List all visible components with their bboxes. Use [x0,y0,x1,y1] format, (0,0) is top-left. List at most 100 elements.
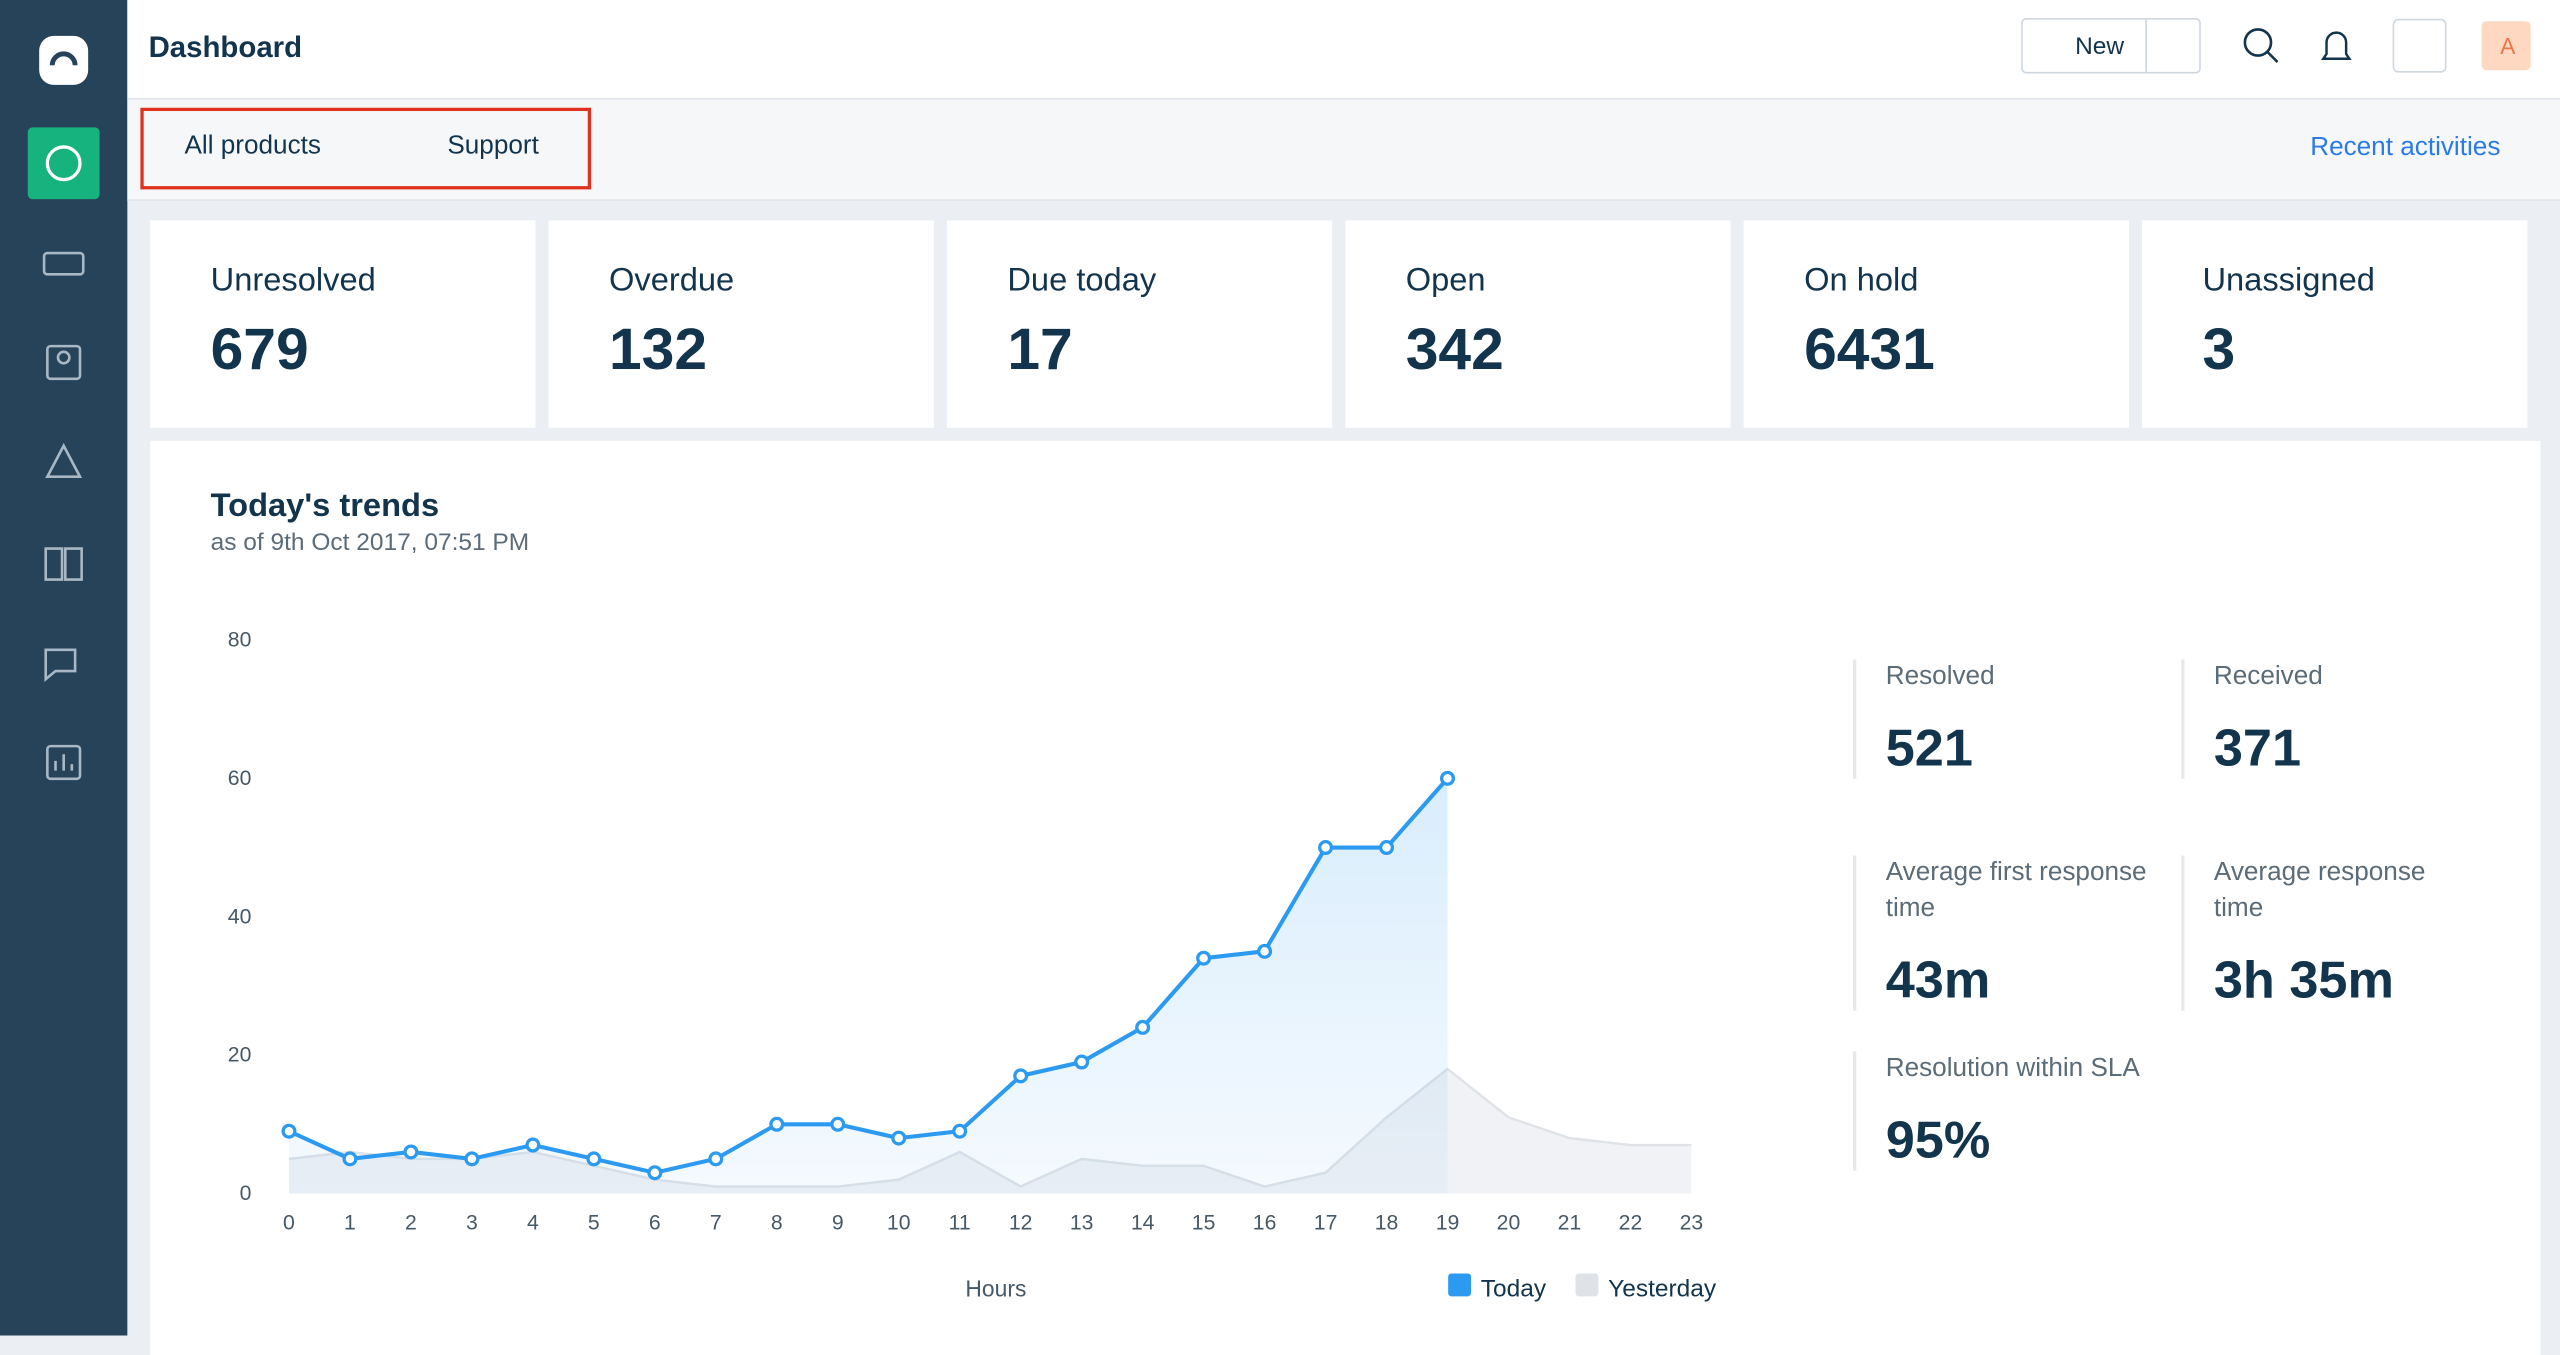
nav-reports[interactable] [46,744,82,781]
stat-label: Unresolved [210,262,376,299]
recent-activities-link[interactable]: Recent activities [2310,133,2501,162]
page-title: Dashboard [148,31,303,64]
data-point [708,1151,724,1167]
x-tick-label: 21 [1558,1211,1582,1234]
metric-value: 521 [1885,718,1973,778]
metric-value: 3h 35m [2213,950,2394,1009]
x-tick-label: 16 [1253,1211,1277,1234]
stat-value: 679 [210,315,309,383]
stat-card[interactable]: Unassigned 3 [2142,220,2528,428]
x-tick-label: 5 [588,1211,600,1234]
new-button[interactable]: New [2021,17,2201,74]
header-icons [2243,18,2531,73]
x-tick-label: 11 [949,1211,971,1234]
data-point [403,1144,419,1160]
data-point [464,1151,480,1167]
metric: Resolved 521 [1853,659,2147,779]
metric-label: Average first response time [1885,858,2147,923]
product-filter[interactable]: All products [184,132,321,160]
x-tick-label: 3 [466,1211,478,1234]
data-point [891,1130,907,1146]
data-point [1440,770,1456,786]
legend-label: Yesterday [1608,1275,1717,1302]
notifications-icon[interactable] [2320,31,2352,60]
data-point [281,1123,297,1139]
x-tick-label: 18 [1375,1211,1399,1234]
data-point [1135,1019,1151,1035]
data-point [769,1116,785,1132]
x-tick-label: 9 [832,1211,844,1234]
metric-value: 95% [1885,1110,1991,1169]
stat-card[interactable]: Due today 17 [946,220,1333,428]
stat-card[interactable]: Unresolved 679 [150,220,536,428]
x-tick-label: 4 [527,1211,539,1234]
stat-value: 342 [1405,315,1504,383]
data-point [1379,840,1395,856]
data-point [647,1165,663,1181]
data-point [1013,1068,1029,1084]
metric-value: 43m [1885,950,1991,1009]
legend-swatch [1448,1273,1472,1297]
x-tick-label: 17 [1314,1211,1338,1234]
stat-value: 6431 [1804,315,1935,383]
stat-label: Unassigned [2202,262,2375,299]
stat-card[interactable]: Overdue 132 [548,220,934,428]
stat-card[interactable]: Open 342 [1345,220,1731,428]
data-point [342,1151,358,1167]
search-icon[interactable] [2243,28,2273,57]
new-label: New [2075,32,2125,61]
x-tick-label: 15 [1192,1211,1216,1234]
x-tick-label: 12 [1009,1211,1033,1234]
x-tick-label: 6 [649,1211,661,1234]
sidebar-icons [27,35,100,781]
data-point [1074,1054,1090,1070]
avatar-letter: A [2500,32,2516,59]
x-tick-label: 22 [1619,1211,1643,1234]
metric: Received 371 [2181,659,2475,779]
x-tick-label: 20 [1497,1211,1521,1234]
x-tick-label: 10 [887,1211,911,1234]
x-tick-label: 19 [1436,1211,1460,1234]
header: Dashboard New A [127,0,2560,100]
nav-forums[interactable] [44,648,77,682]
stat-value: 132 [608,315,708,383]
data-point [1257,943,1273,959]
x-tick-label: 0 [283,1211,295,1234]
sidebar [0,0,128,1336]
y-tick-label: 40 [228,905,252,928]
stat-label: Overdue [608,262,735,299]
y-tick-label: 0 [240,1182,252,1205]
group-filter[interactable]: Support [447,132,539,160]
nav-dashboard[interactable] [27,127,100,200]
stat-value: 17 [1007,315,1073,383]
metric-value: 371 [2213,718,2302,778]
chat-icon[interactable] [2392,18,2447,73]
legend-swatch [1575,1273,1599,1297]
nav-contacts[interactable] [46,344,82,381]
filter-highlight [140,107,592,190]
x-tick-label: 2 [405,1211,417,1234]
x-tick-label: 7 [710,1211,722,1234]
stat-card[interactable]: On hold 6431 [1743,220,2129,428]
stat-label: Due today [1007,262,1157,299]
x-tick-label: 23 [1680,1211,1704,1234]
x-tick-label: 14 [1131,1211,1155,1234]
x-tick-label: 8 [771,1211,783,1234]
data-point [1196,950,1212,966]
metric-label: Average response time [2213,858,2426,923]
stat-label: On hold [1804,262,1919,299]
metric-label: Resolved [1885,662,1995,691]
nav-tickets[interactable] [42,251,85,276]
data-point [586,1151,602,1167]
x-tick-label: 1 [344,1211,356,1234]
logo[interactable] [39,35,89,85]
metric-label: Resolution within SLA [1885,1054,2140,1083]
metric: Average first response time 43m [1853,855,2147,1011]
nav-groups[interactable] [45,442,83,479]
series-line [288,777,1450,1175]
y-tick-label: 60 [228,767,252,790]
avatar[interactable] [2481,21,2531,71]
nav-solutions[interactable] [44,547,83,581]
